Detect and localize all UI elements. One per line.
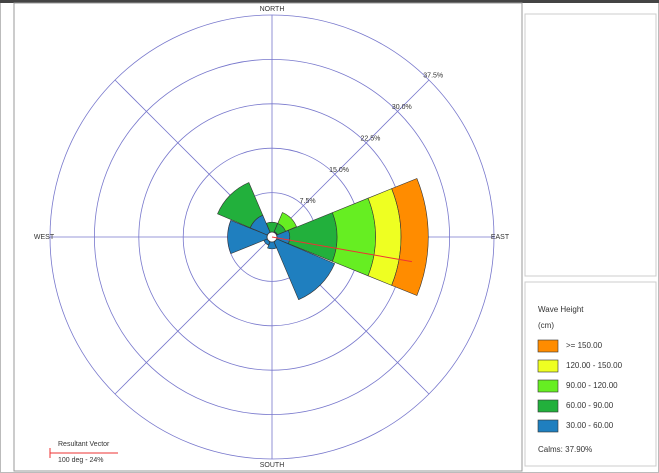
legend: Wave Height (cm) Calms: 37.90% >= 150.00… [524,281,657,467]
rose-segment [391,178,429,296]
legend-swatch [537,359,559,373]
rose-segment [277,212,297,232]
direction-label: WEST [34,234,55,241]
grid-spoke [271,79,430,238]
rose-segment [227,219,273,255]
legend-box [524,281,657,467]
legend-subtitle: (cm) [538,321,554,330]
direction-label: EAST [491,234,510,241]
grid-spoke [114,236,273,395]
rose-segment [331,197,376,277]
legend-title: Wave Height [538,305,584,314]
ring-label: 22.5% [360,135,380,142]
resultant-text: 100 deg - 24% [58,457,104,464]
legend-label: 90.00 - 120.00 [566,381,618,390]
rose-segment [267,236,277,250]
top-border [0,0,659,3]
legend-swatch [537,379,559,393]
side-panel [524,13,657,277]
legend-swatch [537,399,559,413]
legend-swatch [537,419,559,433]
ring-label: 37.5% [423,73,443,80]
legend-label: >= 150.00 [566,341,603,350]
ring-label: 15.0% [329,167,349,174]
calms-label: Calms: 37.90% [538,445,592,454]
ring-label: 30.0% [392,104,412,111]
legend-label: 120.00 - 150.00 [566,361,623,370]
legend-swatch [537,339,559,353]
rose-segment [217,182,264,229]
direction-label: NORTH [260,6,285,13]
legend-label: 30.00 - 60.00 [566,421,614,430]
legend-label: 60.00 - 90.00 [566,401,614,410]
rose-segment [271,236,336,301]
resultant-vector [271,236,413,263]
ring-label: 7.5% [300,198,316,205]
direction-label: SOUTH [260,462,285,469]
resultant-label: Resultant Vector [58,441,110,448]
